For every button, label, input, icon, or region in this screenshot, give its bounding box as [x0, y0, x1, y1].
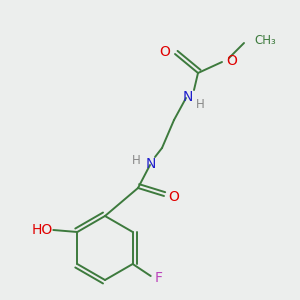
- Text: N: N: [183, 90, 193, 104]
- Text: HO: HO: [32, 223, 53, 237]
- Text: O: O: [169, 190, 179, 204]
- Text: O: O: [160, 45, 170, 59]
- Text: CH₃: CH₃: [254, 34, 276, 47]
- Text: F: F: [155, 271, 163, 285]
- Text: N: N: [146, 157, 156, 171]
- Text: H: H: [196, 98, 204, 110]
- Text: H: H: [132, 154, 140, 167]
- Text: O: O: [226, 54, 237, 68]
